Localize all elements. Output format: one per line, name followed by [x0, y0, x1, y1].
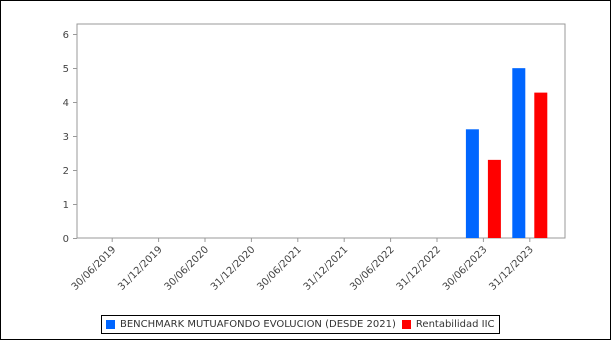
x-tick-label-0: 30/06/2019: [70, 244, 119, 293]
x-tick-label-2: 30/06/2020: [163, 244, 212, 293]
y-tick-label-1: 1: [63, 200, 69, 211]
y-tick-label-4: 4: [63, 98, 69, 109]
y-tick-label-0: 0: [63, 234, 69, 245]
legend-swatch-benchmark: [106, 320, 115, 329]
x-tick-label-7: 31/12/2022: [395, 244, 444, 293]
legend-item-rentabilidad: Rentabilidad IIC: [401, 319, 495, 330]
y-tick-label-3: 3: [63, 132, 69, 143]
legend-item-benchmark: BENCHMARK MUTUAFONDO EVOLUCION (DESDE 20…: [106, 319, 396, 330]
bar-ff0000-8: [487, 159, 501, 238]
x-tick-label-5: 31/12/2021: [302, 244, 351, 293]
legend-swatch-rentabilidad: [401, 320, 411, 329]
plot-area: [76, 23, 566, 239]
bar-0066ff-9: [512, 68, 526, 239]
y-tick-label-5: 5: [63, 64, 69, 75]
y-tick-label-6: 6: [63, 30, 69, 41]
x-tick-label-6: 30/06/2022: [348, 244, 397, 293]
x-tick-label-3: 31/12/2020: [209, 244, 258, 293]
x-tick-label-8: 30/06/2023: [441, 244, 490, 293]
bar-0066ff-8: [465, 129, 479, 238]
legend-label-benchmark: BENCHMARK MUTUAFONDO EVOLUCION (DESDE 20…: [120, 319, 396, 330]
bar-ff0000-9: [534, 92, 548, 238]
x-tick-label-1: 31/12/2019: [116, 244, 165, 293]
y-tick-label-2: 2: [63, 166, 69, 177]
chart-legend: BENCHMARK MUTUAFONDO EVOLUCION (DESDE 20…: [101, 315, 500, 334]
legend-label-rentabilidad: Rentabilidad IIC: [415, 319, 495, 330]
x-tick-label-4: 30/06/2021: [255, 244, 304, 293]
x-tick-label-9: 31/12/2023: [487, 244, 536, 293]
